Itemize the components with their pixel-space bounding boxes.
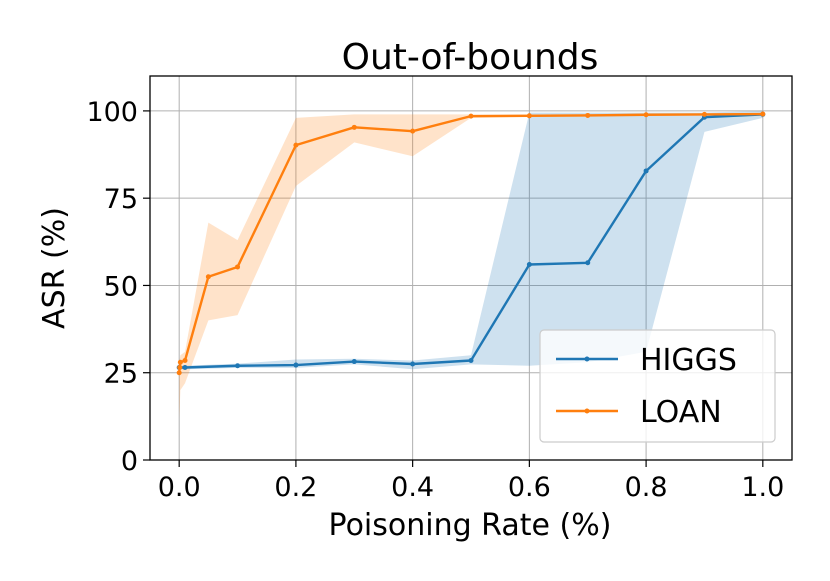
y-tick-label: 75 bbox=[104, 184, 138, 215]
x-axis-label: Poisoning Rate (%) bbox=[329, 508, 612, 543]
series-lines bbox=[176, 111, 766, 376]
point-higgs bbox=[351, 359, 357, 365]
point-higgs bbox=[235, 363, 241, 369]
point-loan bbox=[177, 364, 183, 370]
point-loan bbox=[351, 124, 357, 130]
point-loan bbox=[176, 370, 182, 376]
point-loan bbox=[643, 112, 649, 118]
band-higgs bbox=[179, 110, 763, 370]
y-tick-label: 100 bbox=[86, 97, 138, 128]
x-tick-label: 1.0 bbox=[741, 472, 784, 503]
point-loan bbox=[468, 113, 474, 119]
plot-frame bbox=[149, 75, 793, 461]
point-higgs bbox=[468, 358, 474, 364]
y-axis-label: ASR (%) bbox=[37, 207, 72, 329]
line-higgs bbox=[179, 113, 763, 369]
point-higgs bbox=[410, 361, 416, 367]
chart-title: Out-of-bounds bbox=[342, 37, 599, 78]
x-tick-label: 0.0 bbox=[158, 472, 201, 503]
point-loan bbox=[526, 113, 532, 119]
x-tick-label: 0.2 bbox=[274, 472, 317, 503]
point-higgs bbox=[293, 362, 299, 368]
point-higgs bbox=[526, 262, 532, 268]
x-tick-label: 0.6 bbox=[508, 472, 551, 503]
legend-marker-higgs bbox=[584, 356, 590, 362]
point-loan bbox=[177, 359, 183, 365]
point-loan bbox=[760, 111, 766, 117]
legend-label-higgs: HIGGS bbox=[640, 343, 737, 378]
point-higgs bbox=[182, 364, 188, 370]
x-tick-label: 0.8 bbox=[625, 472, 668, 503]
point-higgs bbox=[585, 260, 591, 266]
point-loan bbox=[701, 111, 707, 117]
legend-marker-loan bbox=[584, 408, 590, 414]
point-loan bbox=[585, 112, 591, 118]
point-loan bbox=[182, 358, 188, 364]
point-loan bbox=[235, 264, 241, 270]
axis-ticks: 0.0 0.2 0.4 0.6 0.8 1.0 0 25 50 75 100 bbox=[86, 97, 784, 503]
point-loan bbox=[293, 142, 299, 148]
point-loan bbox=[205, 274, 211, 280]
x-tick-label: 0.4 bbox=[391, 472, 434, 503]
y-tick-label: 0 bbox=[121, 446, 138, 477]
point-loan bbox=[410, 128, 416, 134]
y-tick-label: 25 bbox=[104, 359, 138, 390]
y-tick-label: 50 bbox=[104, 271, 138, 302]
legend: HIGGS LOAN bbox=[539, 329, 776, 443]
legend-label-loan: LOAN bbox=[640, 395, 722, 430]
confidence-bands bbox=[179, 110, 763, 419]
point-higgs bbox=[643, 168, 649, 174]
